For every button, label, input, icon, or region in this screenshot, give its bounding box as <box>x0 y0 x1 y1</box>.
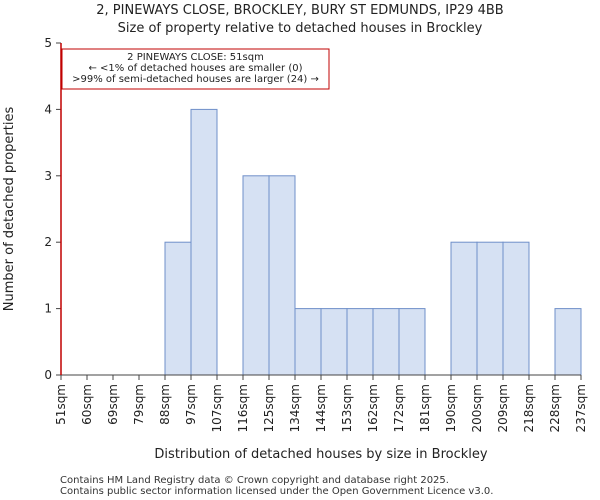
bar <box>164 241 192 376</box>
y-tick-label: 0 <box>44 368 52 382</box>
bar <box>294 308 322 376</box>
annotation-box <box>61 48 330 90</box>
x-tick-label: 97sqm <box>184 384 198 425</box>
chart-title-line2: Size of property relative to detached ho… <box>118 21 483 36</box>
x-tick-label: 209sqm <box>496 384 510 432</box>
x-tick-label: 172sqm <box>392 384 406 432</box>
x-tick-label: 88sqm <box>158 384 172 425</box>
bar <box>476 241 504 376</box>
x-tick-label: 51sqm <box>54 384 68 425</box>
annotation-line: ← <1% of detached houses are smaller (0) <box>89 63 303 74</box>
x-tick-label: 69sqm <box>106 384 120 425</box>
y-tick-label: 3 <box>44 169 52 183</box>
footer-line1: Contains HM Land Registry data © Crown c… <box>60 475 449 486</box>
bar <box>242 175 270 376</box>
y-tick-label: 4 <box>44 102 52 116</box>
x-tick-label: 60sqm <box>80 384 94 425</box>
x-tick-label: 153sqm <box>340 384 354 432</box>
x-tick-label: 237sqm <box>574 384 588 432</box>
footer-line2: Contains public sector information licen… <box>60 486 493 497</box>
x-tick-label: 116sqm <box>236 384 250 432</box>
x-axis-label: Distribution of detached houses by size … <box>154 447 487 462</box>
plot-area: 0 1 2 3 4 5 51sqm 60sqm 69sqm 79sqm 88sqm 97sqm 107s… <box>44 36 588 432</box>
bar <box>268 175 296 376</box>
bar <box>554 308 582 376</box>
bar <box>502 241 530 376</box>
y-tick-label: 2 <box>44 235 52 249</box>
y-tick-label: 1 <box>44 302 52 316</box>
x-tick-label: 181sqm <box>418 384 432 432</box>
x-tick-label: 144sqm <box>314 384 328 432</box>
bar <box>346 308 374 376</box>
x-tick-label: 134sqm <box>288 384 302 432</box>
x-tick-label: 79sqm <box>132 384 146 425</box>
bar <box>190 108 218 376</box>
chart-title-line1: 2, PINEWAYS CLOSE, BROCKLEY, BURY ST EDM… <box>96 3 503 18</box>
x-tick-label: 200sqm <box>470 384 484 432</box>
bar <box>450 241 478 376</box>
x-tick-label: 218sqm <box>522 384 536 432</box>
x-tick-label: 190sqm <box>444 384 458 432</box>
bar <box>320 308 348 376</box>
x-tick-label: 107sqm <box>210 384 224 432</box>
x-tick-label: 125sqm <box>262 384 276 432</box>
annotation-line: >99% of semi-detached houses are larger … <box>72 74 319 85</box>
bar <box>372 308 400 376</box>
bar <box>398 308 426 376</box>
x-tick-label: 228sqm <box>548 384 562 432</box>
annotation-line: 2 PINEWAYS CLOSE: 51sqm <box>127 52 264 63</box>
y-tick-label: 5 <box>44 36 52 50</box>
y-axis-label: Number of detached properties <box>2 107 17 312</box>
x-tick-label: 162sqm <box>366 384 380 432</box>
